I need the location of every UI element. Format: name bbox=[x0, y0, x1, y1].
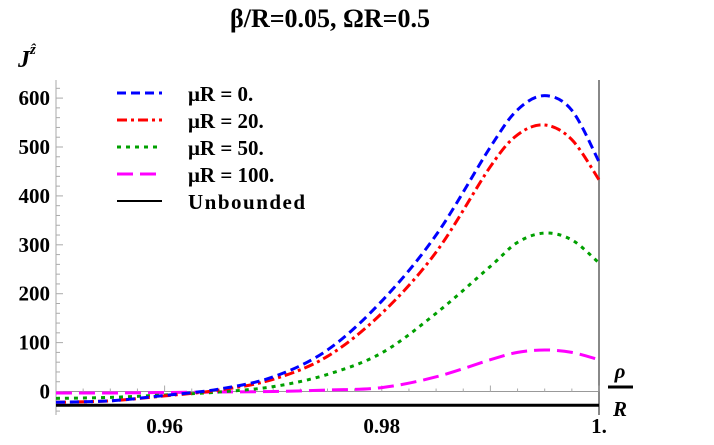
y-tick-label: 600 bbox=[19, 86, 51, 110]
x-axis-label-denominator: R bbox=[612, 397, 627, 421]
legend-label: μR = 0. bbox=[188, 82, 253, 106]
x-tick-label: 0.98 bbox=[363, 414, 400, 438]
y-tick-label: 100 bbox=[19, 331, 51, 355]
y-axis-label: Jẑ bbox=[18, 42, 36, 74]
y-tick-label: 0 bbox=[40, 380, 51, 404]
legend-label: μR = 20. bbox=[188, 109, 264, 133]
legend-label: μR = 50. bbox=[188, 136, 264, 160]
y-tick-label: 200 bbox=[19, 282, 51, 306]
series-line-3 bbox=[55, 348, 600, 395]
x-tick-label: 1. bbox=[591, 414, 607, 438]
chart-title: β/R=0.05, ΩR=0.5 bbox=[230, 4, 430, 33]
y-axis-label-main: J bbox=[18, 47, 30, 73]
series-line-1 bbox=[55, 123, 601, 404]
y-tick-label: 400 bbox=[19, 184, 51, 208]
series-line-2 bbox=[55, 231, 600, 400]
series-line-0 bbox=[55, 94, 601, 404]
y-tick-label: 300 bbox=[19, 233, 51, 257]
legend: μR = 0. μR = 20. μR = 50. μR = 100. Unbounde… bbox=[117, 82, 307, 214]
x-tick-label: 0.96 bbox=[146, 414, 183, 438]
legend-label: μR = 100. bbox=[188, 163, 274, 187]
x-axis-label-numerator: ρ bbox=[614, 359, 626, 383]
y-axis-label-sup: ẑ bbox=[30, 42, 36, 58]
legend-label: Unbounded bbox=[188, 190, 307, 214]
y-tick-label: 500 bbox=[19, 135, 51, 159]
